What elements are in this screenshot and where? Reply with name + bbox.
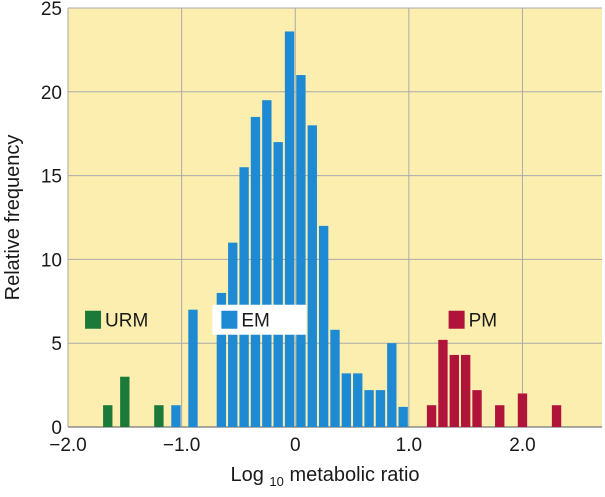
- y-tick-label: 5: [51, 334, 62, 355]
- bar-em: [239, 167, 249, 427]
- bar-em: [284, 31, 295, 428]
- bar-pm: [551, 405, 562, 427]
- bar-em: [307, 125, 317, 427]
- bar-urm: [120, 376, 130, 427]
- bar-em: [228, 242, 238, 427]
- legend-label-pm: PM: [469, 311, 498, 332]
- y-tick-label: 15: [41, 167, 62, 188]
- bar-pm: [426, 405, 437, 427]
- bar-pm: [517, 393, 528, 427]
- bar-urm: [103, 405, 113, 427]
- legend-label-urm: URM: [105, 311, 148, 332]
- bar-em: [318, 225, 329, 427]
- bars: [103, 31, 562, 428]
- bar-em: [375, 390, 386, 427]
- bar-em: [353, 373, 363, 427]
- bar-em: [341, 373, 352, 427]
- legend: URM EM PM: [85, 304, 498, 335]
- y-tick-label: 25: [41, 0, 62, 20]
- legend-label-em: EM: [241, 311, 270, 332]
- legend-swatch-pm: [448, 310, 465, 329]
- bar-urm: [154, 405, 164, 427]
- x-axis-title-subscript: 10: [269, 474, 283, 489]
- bar-em: [216, 292, 227, 427]
- x-tick-label: −2.0: [49, 435, 87, 456]
- x-tick-label: −1.0: [163, 435, 201, 456]
- legend-swatch-urm: [85, 310, 102, 329]
- bar-pm: [472, 390, 482, 427]
- x-axis-title-prefix: Log: [230, 464, 263, 486]
- x-axis-title-suffix: metabolic ratio: [289, 464, 419, 486]
- bar-em: [262, 100, 272, 428]
- bar-em: [387, 343, 397, 427]
- bar-em: [364, 390, 374, 427]
- bar-em: [330, 329, 340, 427]
- y-tick-label: 0: [51, 418, 62, 439]
- bar-em: [296, 75, 306, 427]
- x-tick-label: 0: [290, 435, 301, 456]
- x-tick-label: 1.0: [396, 435, 422, 456]
- bar-pm: [438, 339, 448, 427]
- bar-pm: [449, 354, 459, 427]
- bar-em: [188, 309, 198, 427]
- y-tick-label: 20: [41, 83, 62, 104]
- bar-em: [398, 406, 408, 427]
- x-axis-title: Log 10 metabolic ratio: [230, 464, 419, 491]
- bar-pm: [460, 354, 471, 427]
- bar-em: [273, 142, 283, 427]
- bar-em: [171, 405, 181, 427]
- x-tick-label: 2.0: [509, 435, 535, 456]
- legend-swatch-em: [221, 310, 238, 329]
- tick-labels: 0 5 10 15 20 25 −2.0 −1.0 0 1.0 2.0: [41, 0, 536, 456]
- y-tick-label: 10: [41, 250, 62, 271]
- y-axis-title: Relative frequency: [2, 135, 24, 301]
- bar-pm: [495, 405, 505, 427]
- bar-em: [250, 116, 261, 427]
